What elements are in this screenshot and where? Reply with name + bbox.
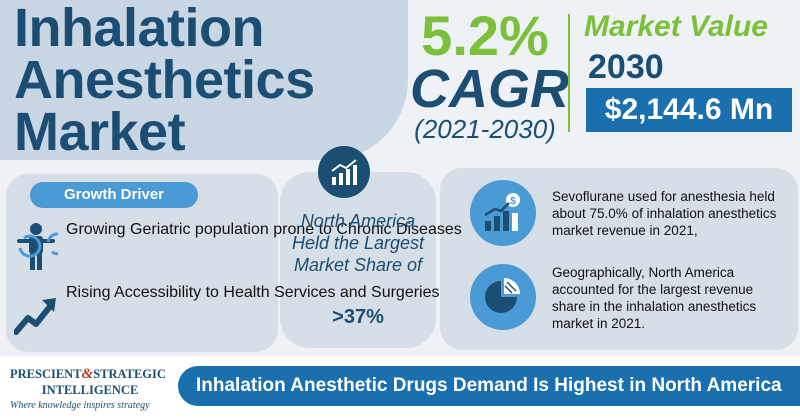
- logo-word-strategic: STRATEGIC: [93, 367, 166, 381]
- company-logo: PRESCIENT&STRATEGIC INTELLIGENCE Where k…: [10, 366, 170, 411]
- logo-word-prescient: PRESCIENT: [10, 367, 82, 381]
- market-value-year: 2030: [588, 48, 664, 86]
- title-line-2: Anesthetics: [14, 50, 315, 110]
- footer-banner: Inhalation Anesthetic Drugs Demand Is Hi…: [178, 366, 800, 406]
- title-panel: [0, 0, 408, 160]
- highlight-text-2: Geographically, North America accounted …: [552, 265, 757, 331]
- cagr-years: (2021-2030): [414, 114, 556, 144]
- svg-text:$: $: [510, 196, 516, 207]
- cagr-label: CAGR: [410, 59, 569, 119]
- bar-chart-growth-icon: [318, 146, 370, 198]
- money-growth-chart-icon: $: [470, 180, 536, 246]
- highlight-text-1: Sevoflurane used for anesthesia held abo…: [552, 189, 777, 238]
- region-text: North America Held the Largest Market Sh…: [291, 211, 425, 275]
- header-divider: [568, 14, 570, 132]
- elderly-person-icon: [17, 223, 58, 270]
- growth-driver-item-2: Rising Accessibility to Health Services …: [66, 284, 440, 301]
- page-title: Inhalation Anesthetics Market: [14, 0, 315, 162]
- region-panel: [280, 172, 436, 348]
- pie-chart-icon: [470, 264, 536, 330]
- title-line-1: Inhalation: [14, 0, 264, 58]
- growth-driver-item-1: Growing Geriatric population prone to Ch…: [66, 221, 462, 238]
- logo-line-2: INTELLIGENCE: [41, 383, 139, 397]
- region-share-value: >37%: [332, 306, 384, 328]
- cagr-block: 5.2% CAGR (2021-2030): [410, 4, 569, 145]
- trend-up-arrow-icon: [14, 298, 56, 335]
- market-value-label: Market Value: [584, 10, 768, 43]
- growth-driver-badge: Growth Driver: [30, 182, 198, 208]
- cagr-percent: 5.2%: [421, 4, 549, 67]
- logo-ampersand: &: [81, 366, 94, 382]
- title-line-3: Market: [14, 102, 186, 162]
- market-value-amount: $2,144.6 Mn: [586, 88, 792, 132]
- logo-tagline: Where knowledge inspires strategy: [10, 400, 150, 411]
- logo-line-1: PRESCIENT&STRATEGIC: [10, 366, 170, 383]
